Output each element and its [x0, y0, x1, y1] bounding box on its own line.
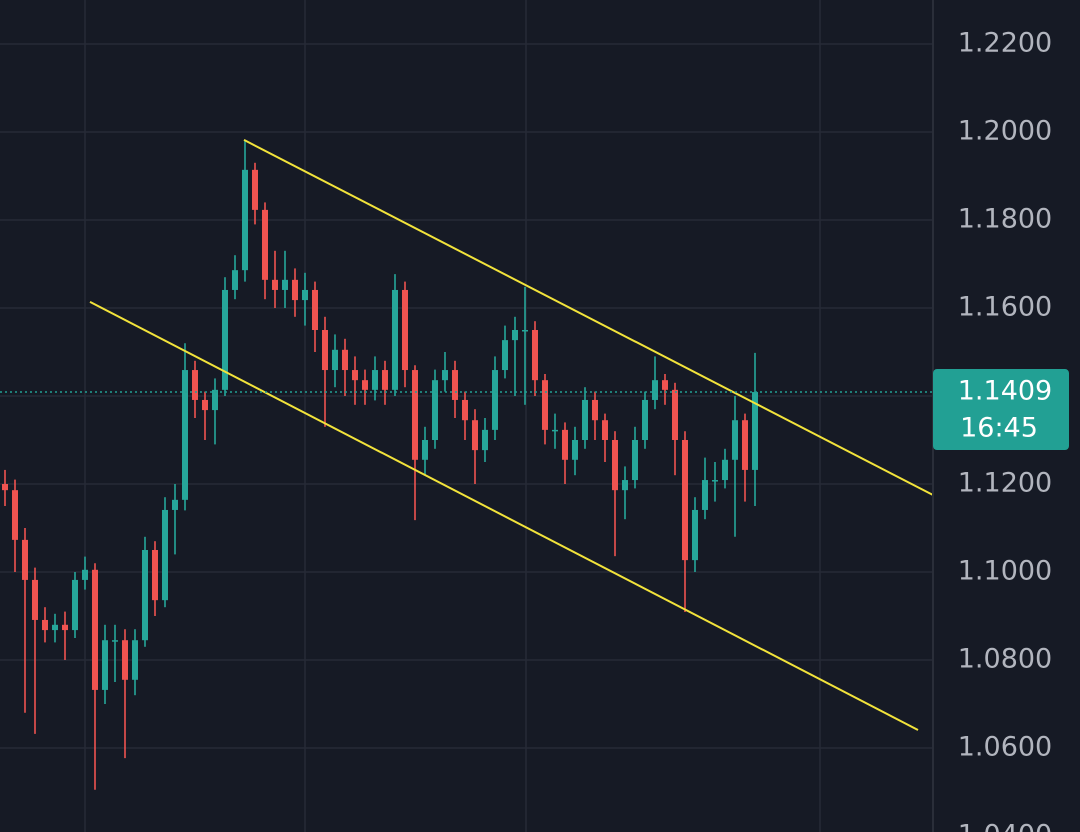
- candle-body: [222, 289, 228, 390]
- candle-body: [532, 330, 538, 381]
- plot-area: [0, 43, 934, 790]
- candle-body: [352, 370, 358, 381]
- candle-body: [622, 480, 628, 491]
- candle-body: [662, 380, 668, 390]
- candle-body: [72, 579, 78, 631]
- candle-body: [102, 640, 108, 690]
- candle-body: [82, 569, 88, 580]
- candle-body: [302, 289, 308, 301]
- candle-body: [692, 509, 698, 561]
- candle-body: [412, 370, 418, 460]
- candle-body: [442, 370, 448, 381]
- candle-body: [262, 209, 268, 280]
- candle-body: [672, 389, 678, 440]
- candle-body: [162, 509, 168, 601]
- y-tick-label: 1.1800: [958, 204, 1052, 235]
- candle-body: [682, 440, 688, 561]
- candle-body: [542, 380, 548, 430]
- candle-body: [572, 440, 578, 460]
- candle-body: [382, 370, 388, 390]
- candle-body: [562, 429, 568, 460]
- y-tick-label: 1.1600: [958, 292, 1052, 323]
- candle-body: [752, 392, 758, 470]
- candle-body: [332, 349, 338, 371]
- countdown-label: 16:45: [960, 413, 1038, 444]
- candle-body: [362, 380, 368, 390]
- y-tick-label: 1.0400: [958, 820, 1052, 832]
- candle-body: [92, 569, 98, 690]
- candle-body: [512, 330, 518, 341]
- candle-body: [602, 420, 608, 440]
- last-price-box: [933, 369, 1069, 451]
- candle-body: [482, 429, 488, 451]
- y-tick-label: 1.1200: [958, 468, 1052, 499]
- candle-body: [272, 279, 278, 290]
- candle-body: [552, 429, 558, 432]
- candle-body: [112, 640, 118, 642]
- candle-body: [182, 370, 188, 500]
- candle-body: [212, 389, 218, 411]
- last-price-label: 1.1409: [958, 376, 1052, 407]
- time-grid: [84, 0, 821, 832]
- candle-body: [312, 289, 318, 330]
- candle-body: [422, 440, 428, 460]
- candle-body: [342, 349, 348, 371]
- candle-body: [392, 289, 398, 390]
- candle-body: [12, 490, 18, 540]
- candle-body: [402, 289, 408, 371]
- candle-body: [432, 380, 438, 440]
- y-tick-label: 1.2200: [958, 28, 1052, 59]
- candle-body: [582, 399, 588, 440]
- candle-body: [232, 270, 238, 290]
- y-tick-label: 1.0800: [958, 644, 1052, 675]
- candle-body: [492, 370, 498, 430]
- candle-body: [152, 550, 158, 601]
- candle-body: [702, 480, 708, 510]
- trendline: [243, 139, 934, 496]
- candle-body: [732, 420, 738, 460]
- candle-body: [462, 399, 468, 421]
- candle-body: [642, 399, 648, 440]
- candle-body: [322, 330, 328, 371]
- candle-body: [612, 440, 618, 491]
- candle-body: [52, 624, 58, 631]
- y-tick-label: 1.0600: [958, 732, 1052, 763]
- candle-body: [742, 420, 748, 470]
- candle-body: [172, 499, 178, 510]
- y-tick-label: 1.2000: [958, 116, 1052, 147]
- candle-body: [722, 459, 728, 481]
- candle-body: [202, 399, 208, 411]
- candle-body: [192, 370, 198, 400]
- candle-body: [22, 539, 28, 580]
- candle-body: [282, 279, 288, 290]
- candle-body: [652, 380, 658, 400]
- candle-body: [292, 279, 298, 301]
- candle-body: [32, 579, 38, 620]
- candle-body: [522, 330, 528, 332]
- y-tick-label: 1.1000: [958, 556, 1052, 587]
- candle-body: [2, 484, 8, 491]
- candle-body: [62, 624, 68, 631]
- candle-body: [632, 440, 638, 481]
- candle-body: [502, 340, 508, 371]
- candle-body: [592, 399, 598, 421]
- candle-body: [712, 480, 718, 482]
- candle-body: [452, 370, 458, 400]
- trendline: [89, 300, 919, 731]
- candle-body: [242, 169, 248, 271]
- candle-body: [132, 640, 138, 680]
- candle-body: [252, 169, 258, 210]
- candle-body: [142, 550, 148, 641]
- candle-body: [42, 619, 48, 631]
- candle-body: [472, 420, 478, 451]
- candle-body: [122, 640, 128, 680]
- candle-body: [372, 370, 378, 390]
